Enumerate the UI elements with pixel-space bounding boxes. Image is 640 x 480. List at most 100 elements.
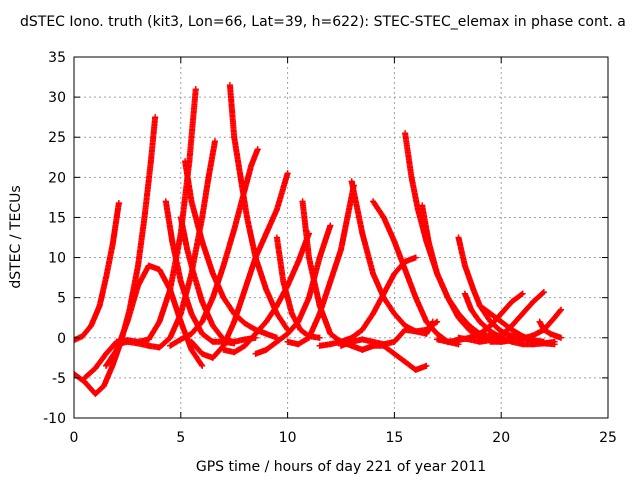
data-point xyxy=(141,214,148,221)
data-point xyxy=(508,298,515,305)
data-point xyxy=(177,310,184,317)
data-series xyxy=(177,214,259,345)
data-point xyxy=(103,362,110,369)
data-point xyxy=(348,178,355,185)
chart-title: dSTEC Iono. truth (kit3, Lon=66, Lat=39,… xyxy=(20,14,626,30)
data-point xyxy=(273,234,280,241)
data-point xyxy=(540,340,547,347)
data-point xyxy=(113,214,120,221)
data-point xyxy=(231,226,238,233)
data-point xyxy=(209,270,216,277)
data-point xyxy=(359,346,366,353)
data-point xyxy=(103,274,110,281)
data-point xyxy=(188,310,195,317)
data-point xyxy=(199,238,206,245)
data-point xyxy=(273,338,280,345)
data-point xyxy=(558,306,565,313)
y-tick-label: 20 xyxy=(48,170,66,186)
data-point xyxy=(145,262,152,269)
data-point xyxy=(209,338,216,345)
data-point xyxy=(188,198,195,205)
data-point xyxy=(461,262,468,269)
x-tick-label: 15 xyxy=(385,430,403,446)
data-points-path xyxy=(370,198,462,348)
data-point xyxy=(551,341,558,348)
data-point xyxy=(530,298,537,305)
data-point xyxy=(327,278,334,285)
data-point xyxy=(391,310,398,317)
data-point xyxy=(152,114,159,121)
data-point xyxy=(444,338,451,345)
data-point xyxy=(455,314,462,321)
data-point xyxy=(241,336,248,343)
data-point xyxy=(434,336,441,343)
data-point xyxy=(156,318,163,325)
data-point xyxy=(359,326,366,333)
data-point xyxy=(135,282,142,289)
data-point xyxy=(263,318,270,325)
data-point xyxy=(429,318,436,325)
data-point xyxy=(414,206,421,213)
data-point xyxy=(305,334,312,341)
data-point xyxy=(487,310,494,317)
data-point xyxy=(461,290,468,297)
data-point xyxy=(519,341,526,348)
data-point xyxy=(79,333,86,340)
data-point xyxy=(476,318,483,325)
data-point xyxy=(498,332,505,339)
data-point xyxy=(466,326,473,333)
data-point xyxy=(135,340,142,347)
data-point xyxy=(209,354,216,361)
data-point xyxy=(167,286,174,293)
data-point xyxy=(74,337,77,344)
data-point xyxy=(295,258,302,265)
data-point xyxy=(327,222,334,229)
data-point xyxy=(391,350,398,357)
data-point xyxy=(297,326,304,333)
data-point xyxy=(145,336,152,343)
data-point xyxy=(338,246,344,253)
data-point xyxy=(241,320,248,327)
data-point xyxy=(284,338,291,345)
data-point xyxy=(316,310,323,317)
data-point xyxy=(402,358,409,365)
data-point xyxy=(423,330,430,337)
data-point xyxy=(316,254,323,261)
data-point xyxy=(370,310,377,317)
axis-ticks: 0 5 10 15 20 25 -10 -5 0 5 10 15 20 25 30 35 xyxy=(43,50,617,446)
data-point xyxy=(167,342,174,349)
x-tick-label: 0 xyxy=(70,430,79,446)
x-tick-label: 5 xyxy=(176,430,185,446)
data-point xyxy=(169,238,176,245)
data-point xyxy=(190,270,197,277)
data-point xyxy=(530,332,537,339)
data-point xyxy=(299,198,306,205)
data-point xyxy=(273,206,280,213)
data-point xyxy=(295,318,302,325)
data-point xyxy=(284,330,291,337)
data-point xyxy=(220,346,227,353)
data-point xyxy=(162,198,169,205)
data-point xyxy=(391,338,398,345)
data-point xyxy=(220,262,227,269)
data-point xyxy=(519,290,526,297)
data-point xyxy=(295,341,302,348)
y-axis-label: dSTEC / TECUs xyxy=(8,185,24,288)
data-point xyxy=(391,270,398,277)
data-point xyxy=(74,370,77,377)
data-point xyxy=(231,134,238,141)
data-point xyxy=(188,346,195,353)
data-point xyxy=(558,334,565,341)
data-point xyxy=(344,214,351,221)
data-point xyxy=(370,342,377,349)
data-point xyxy=(92,365,99,372)
y-tick-label: 5 xyxy=(57,291,66,307)
data-point xyxy=(209,322,216,329)
data-point xyxy=(284,170,291,177)
data-point xyxy=(177,278,184,285)
data-point xyxy=(316,342,323,349)
data-point xyxy=(103,350,110,357)
data-point xyxy=(508,337,515,344)
data-point xyxy=(205,174,212,181)
